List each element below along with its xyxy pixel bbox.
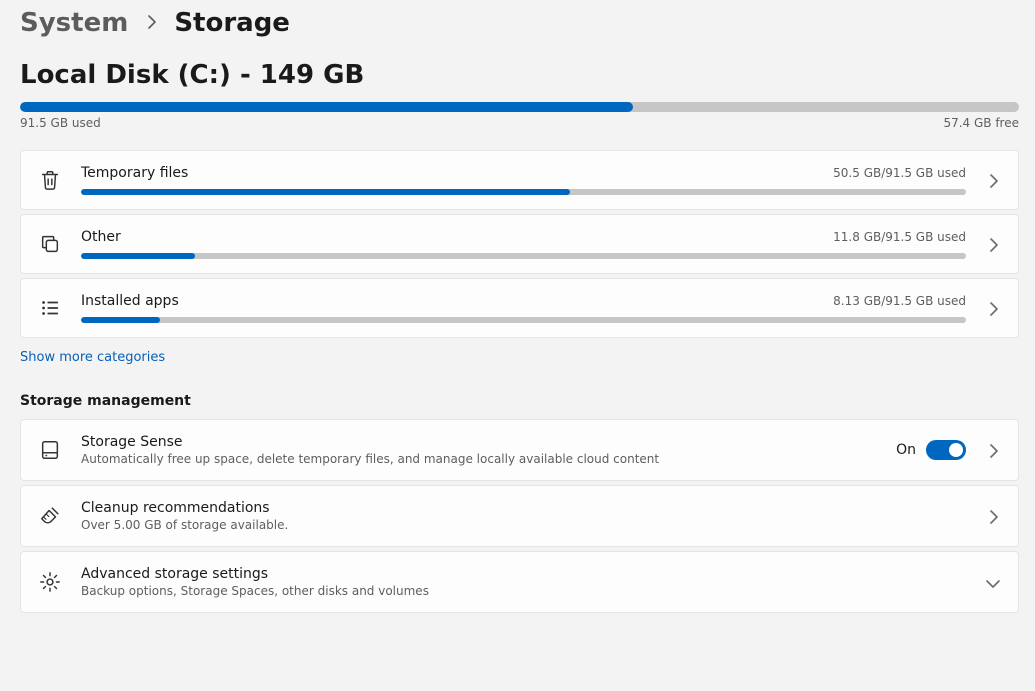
management-subtitle: Over 5.00 GB of storage available. (81, 518, 966, 532)
breadcrumb-parent[interactable]: System (20, 8, 128, 38)
trash-icon (39, 169, 61, 191)
category-title: Other (81, 229, 121, 245)
management-subtitle: Backup options, Storage Spaces, other di… (81, 584, 966, 598)
chevron-right-icon (986, 509, 1000, 523)
chevron-right-icon (986, 443, 1000, 457)
storage-management-heading: Storage management (20, 393, 1019, 409)
category-usage: 8.13 GB/91.5 GB used (833, 294, 966, 308)
category-card-temporary-files[interactable]: Temporary files 50.5 GB/91.5 GB used (20, 150, 1019, 210)
copy-icon (39, 233, 61, 255)
disk-usage-bar (20, 102, 1019, 112)
disk-free-label: 57.4 GB free (943, 116, 1019, 130)
drive-icon (39, 439, 61, 461)
category-bar (81, 189, 966, 195)
gear-icon (39, 571, 61, 593)
management-card-advanced-storage-settings[interactable]: Advanced storage settings Backup options,… (20, 551, 1019, 613)
category-bar-fill (81, 317, 160, 323)
disk-used-label: 91.5 GB used (20, 116, 101, 130)
broom-icon (39, 505, 61, 527)
toggle-state-label: On (896, 442, 916, 458)
category-usage: 50.5 GB/91.5 GB used (833, 166, 966, 180)
category-card-installed-apps[interactable]: Installed apps 8.13 GB/91.5 GB used (20, 278, 1019, 338)
management-title: Advanced storage settings (81, 566, 966, 582)
management-card-cleanup-recommendations[interactable]: Cleanup recommendations Over 5.00 GB of s… (20, 485, 1019, 547)
chevron-right-icon (986, 301, 1000, 315)
category-title: Temporary files (81, 165, 188, 181)
chevron-down-icon (986, 575, 1000, 589)
category-bar-fill (81, 253, 195, 259)
category-bar-fill (81, 189, 570, 195)
breadcrumb: System Storage (20, 8, 1019, 38)
show-more-categories-link[interactable]: Show more categories (20, 350, 165, 365)
disk-usage-bar-fill (20, 102, 633, 112)
apps-list-icon (39, 297, 61, 319)
category-title: Installed apps (81, 293, 179, 309)
disk-title: Local Disk (C:) - 149 GB (20, 60, 1019, 90)
chevron-right-icon (986, 173, 1000, 187)
management-subtitle: Automatically free up space, delete temp… (81, 452, 876, 466)
chevron-right-icon (986, 237, 1000, 251)
storage-sense-toggle[interactable] (926, 440, 966, 460)
management-title: Storage Sense (81, 434, 876, 450)
category-usage: 11.8 GB/91.5 GB used (833, 230, 966, 244)
category-card-other[interactable]: Other 11.8 GB/91.5 GB used (20, 214, 1019, 274)
management-card-storage-sense[interactable]: Storage Sense Automatically free up space… (20, 419, 1019, 481)
category-bar (81, 317, 966, 323)
management-title: Cleanup recommendations (81, 500, 966, 516)
breadcrumb-current: Storage (174, 8, 290, 38)
chevron-right-icon (144, 13, 158, 34)
category-bar (81, 253, 966, 259)
